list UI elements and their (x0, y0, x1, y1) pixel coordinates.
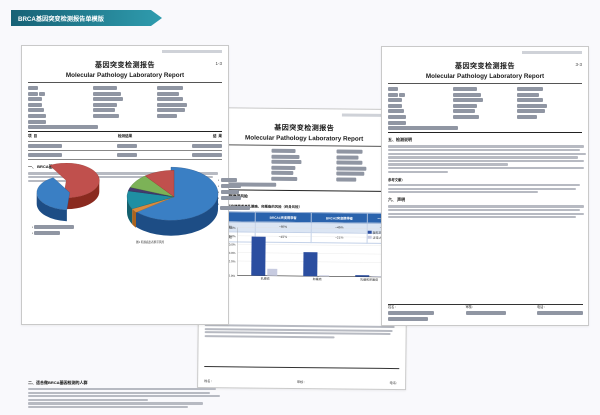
svg-text:乳腺和卵巢癌: 乳腺和卵巢癌 (360, 277, 378, 282)
svg-text:0.0%: 0.0% (228, 274, 235, 278)
svg-text:乳腺癌: 乳腺癌 (261, 276, 270, 281)
svg-text:卵巢癌: 卵巢癌 (313, 276, 322, 281)
